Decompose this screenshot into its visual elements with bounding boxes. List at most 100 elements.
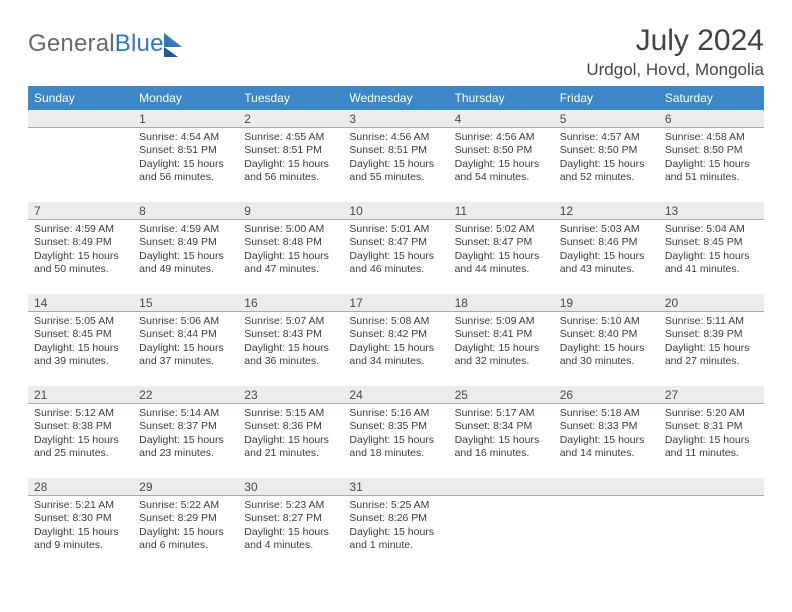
- day-number-bar: 7: [28, 202, 133, 220]
- day-details: Sunrise: 5:16 AMSunset: 8:35 PMDaylight:…: [343, 404, 448, 465]
- calendar-day-cell: 20Sunrise: 5:11 AMSunset: 8:39 PMDayligh…: [659, 294, 764, 386]
- sunset-line: Sunset: 8:27 PM: [244, 512, 337, 525]
- day-details: [449, 496, 554, 556]
- sunset-line: Sunset: 8:39 PM: [665, 328, 758, 341]
- day-details: Sunrise: 5:23 AMSunset: 8:27 PMDaylight:…: [238, 496, 343, 557]
- day-number-bar: 10: [343, 202, 448, 220]
- daylight-line: Daylight: 15 hours and 51 minutes.: [665, 158, 758, 185]
- day-details: Sunrise: 5:14 AMSunset: 8:37 PMDaylight:…: [133, 404, 238, 465]
- sunrise-line: Sunrise: 5:11 AM: [665, 315, 758, 328]
- day-number-bar: 14: [28, 294, 133, 312]
- sunset-line: Sunset: 8:50 PM: [560, 144, 653, 157]
- calendar-day-cell: [659, 478, 764, 570]
- sunset-line: Sunset: 8:49 PM: [34, 236, 127, 249]
- sunset-line: Sunset: 8:36 PM: [244, 420, 337, 433]
- daylight-line: Daylight: 15 hours and 14 minutes.: [560, 434, 653, 461]
- day-details: Sunrise: 4:56 AMSunset: 8:50 PMDaylight:…: [449, 128, 554, 189]
- day-number-bar: 2: [238, 110, 343, 128]
- daylight-line: Daylight: 15 hours and 34 minutes.: [349, 342, 442, 369]
- sunset-line: Sunset: 8:43 PM: [244, 328, 337, 341]
- calendar-day-cell: 8Sunrise: 4:59 AMSunset: 8:49 PMDaylight…: [133, 202, 238, 294]
- daylight-line: Daylight: 15 hours and 39 minutes.: [34, 342, 127, 369]
- calendar-week-row: 7Sunrise: 4:59 AMSunset: 8:49 PMDaylight…: [28, 202, 764, 294]
- day-details: Sunrise: 4:59 AMSunset: 8:49 PMDaylight:…: [133, 220, 238, 281]
- sunset-line: Sunset: 8:38 PM: [34, 420, 127, 433]
- calendar-day-cell: 15 Sunrise: 5:06 AMSunset: 8:44 PMDayligh…: [133, 294, 238, 386]
- day-details: Sunrise: 5:04 AMSunset: 8:45 PMDaylight:…: [659, 220, 764, 281]
- day-number-bar: 26: [554, 386, 659, 404]
- calendar-day-cell: 26Sunrise: 5:18 AMSunset: 8:33 PMDayligh…: [554, 386, 659, 478]
- sunrise-line: Sunrise: 5:17 AM: [455, 407, 548, 420]
- calendar-table: SundayMondayTuesdayWednesdayThursdayFrid…: [28, 86, 764, 570]
- sunrise-line: Sunrise: 4:54 AM: [139, 131, 232, 144]
- calendar-day-cell: 31Sunrise: 5:25 AMSunset: 8:26 PMDayligh…: [343, 478, 448, 570]
- sunrise-line: Sunrise: 5:03 AM: [560, 223, 653, 236]
- sunrise-line: Sunrise: 4:57 AM: [560, 131, 653, 144]
- day-number-bar: 15: [133, 294, 238, 312]
- day-number-bar: 24: [343, 386, 448, 404]
- calendar-day-cell: 6Sunrise: 4:58 AMSunset: 8:50 PMDaylight…: [659, 110, 764, 202]
- weekday-header: Thursday: [449, 86, 554, 110]
- sunrise-line: Sunrise: 5:02 AM: [455, 223, 548, 236]
- sunrise-line: Sunrise: 5:21 AM: [34, 499, 127, 512]
- flag-icon: [164, 33, 182, 47]
- day-number-bar: 11: [449, 202, 554, 220]
- sunset-line: Sunset: 8:51 PM: [244, 144, 337, 157]
- calendar-day-cell: 19Sunrise: 5:10 AMSunset: 8:40 PMDayligh…: [554, 294, 659, 386]
- calendar-day-cell: 21Sunrise: 5:12 AMSunset: 8:38 PMDayligh…: [28, 386, 133, 478]
- sunset-line: Sunset: 8:44 PM: [139, 328, 232, 341]
- sunset-line: Sunset: 8:34 PM: [455, 420, 548, 433]
- day-details: Sunrise: 5:21 AMSunset: 8:30 PMDaylight:…: [28, 496, 133, 557]
- daylight-line: Daylight: 15 hours and 32 minutes.: [455, 342, 548, 369]
- day-details: Sunrise: 4:56 AMSunset: 8:51 PMDaylight:…: [343, 128, 448, 189]
- day-number-bar: 25: [449, 386, 554, 404]
- day-details: [554, 496, 659, 556]
- calendar-week-row: 28Sunrise: 5:21 AMSunset: 8:30 PMDayligh…: [28, 478, 764, 570]
- day-details: Sunrise: 5:20 AMSunset: 8:31 PMDaylight:…: [659, 404, 764, 465]
- sunrise-line: Sunrise: 5:25 AM: [349, 499, 442, 512]
- brand-text: GeneralBlue: [28, 30, 164, 58]
- daylight-line: Daylight: 15 hours and 52 minutes.: [560, 158, 653, 185]
- sunrise-line: Sunrise: 5:06 AM: [139, 315, 232, 328]
- day-number-bar: 21: [28, 386, 133, 404]
- day-number-bar: 18: [449, 294, 554, 312]
- sunrise-line: Sunrise: 4:55 AM: [244, 131, 337, 144]
- calendar-week-row: 14Sunrise: 5:05 AMSunset: 8:45 PMDayligh…: [28, 294, 764, 386]
- calendar-day-cell: 14Sunrise: 5:05 AMSunset: 8:45 PMDayligh…: [28, 294, 133, 386]
- day-details: Sunrise: 4:57 AMSunset: 8:50 PMDaylight:…: [554, 128, 659, 189]
- calendar-day-cell: 2Sunrise: 4:55 AMSunset: 8:51 PMDaylight…: [238, 110, 343, 202]
- day-number-bar: 13: [659, 202, 764, 220]
- day-number-bar: 6: [659, 110, 764, 128]
- calendar-day-cell: 1Sunrise: 4:54 AMSunset: 8:51 PMDaylight…: [133, 110, 238, 202]
- daylight-line: Daylight: 15 hours and 37 minutes.: [139, 342, 232, 369]
- day-details: Sunrise: 5:08 AMSunset: 8:42 PMDaylight:…: [343, 312, 448, 373]
- calendar-day-cell: 5Sunrise: 4:57 AMSunset: 8:50 PMDaylight…: [554, 110, 659, 202]
- daylight-line: Daylight: 15 hours and 23 minutes.: [139, 434, 232, 461]
- day-details: Sunrise: 5:18 AMSunset: 8:33 PMDaylight:…: [554, 404, 659, 465]
- calendar-day-cell: 18Sunrise: 5:09 AMSunset: 8:41 PMDayligh…: [449, 294, 554, 386]
- daylight-line: Daylight: 15 hours and 36 minutes.: [244, 342, 337, 369]
- day-details: Sunrise: 5:15 AMSunset: 8:36 PMDaylight:…: [238, 404, 343, 465]
- sunset-line: Sunset: 8:50 PM: [455, 144, 548, 157]
- calendar-day-cell: [554, 478, 659, 570]
- day-number-bar: 3: [343, 110, 448, 128]
- calendar-header-row: SundayMondayTuesdayWednesdayThursdayFrid…: [28, 86, 764, 110]
- sunrise-line: Sunrise: 5:18 AM: [560, 407, 653, 420]
- daylight-line: Daylight: 15 hours and 11 minutes.: [665, 434, 758, 461]
- sunrise-line: Sunrise: 5:04 AM: [665, 223, 758, 236]
- daylight-line: Daylight: 15 hours and 41 minutes.: [665, 250, 758, 277]
- day-number-bar: 31: [343, 478, 448, 496]
- sunset-line: Sunset: 8:37 PM: [139, 420, 232, 433]
- page-title: July 2024: [586, 24, 764, 58]
- daylight-line: Daylight: 15 hours and 43 minutes.: [560, 250, 653, 277]
- sunrise-line: Sunrise: 5:15 AM: [244, 407, 337, 420]
- day-number-bar: 5: [554, 110, 659, 128]
- day-number-bar: 16: [238, 294, 343, 312]
- sunset-line: Sunset: 8:50 PM: [665, 144, 758, 157]
- day-number-bar: 27: [659, 386, 764, 404]
- day-number-bar: 28: [28, 478, 133, 496]
- day-number-bar: 8: [133, 202, 238, 220]
- day-number-bar: 23: [238, 386, 343, 404]
- sunset-line: Sunset: 8:33 PM: [560, 420, 653, 433]
- sunset-line: Sunset: 8:35 PM: [349, 420, 442, 433]
